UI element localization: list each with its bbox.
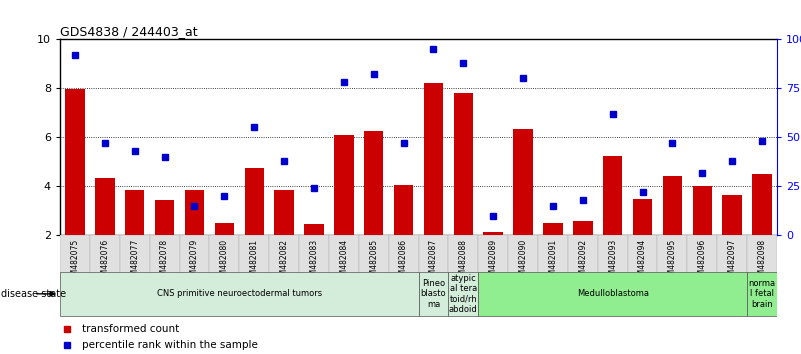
Bar bbox=[329, 235, 359, 297]
Text: Pineo
blasto
ma: Pineo blasto ma bbox=[421, 279, 446, 309]
Text: GSM482094: GSM482094 bbox=[638, 239, 647, 285]
Text: GSM482085: GSM482085 bbox=[369, 239, 378, 285]
Bar bbox=[598, 235, 628, 297]
Bar bbox=[628, 235, 658, 297]
Text: GSM482096: GSM482096 bbox=[698, 239, 706, 285]
Text: GSM482095: GSM482095 bbox=[668, 239, 677, 285]
Text: percentile rank within the sample: percentile rank within the sample bbox=[82, 340, 257, 350]
Bar bbox=[538, 235, 568, 297]
Text: Medulloblastoma: Medulloblastoma bbox=[577, 289, 649, 298]
Text: GSM482088: GSM482088 bbox=[459, 239, 468, 285]
Bar bbox=[388, 235, 418, 297]
Bar bbox=[513, 129, 533, 235]
Bar bbox=[299, 235, 329, 297]
Bar bbox=[95, 178, 115, 235]
Bar bbox=[120, 235, 150, 297]
Bar bbox=[752, 174, 771, 235]
Bar bbox=[747, 235, 777, 297]
Text: GSM482075: GSM482075 bbox=[70, 239, 79, 285]
Text: disease state: disease state bbox=[2, 289, 66, 299]
Bar bbox=[66, 89, 85, 235]
Bar bbox=[478, 235, 508, 297]
Text: GSM482076: GSM482076 bbox=[100, 239, 110, 285]
Text: GSM482098: GSM482098 bbox=[758, 239, 767, 285]
Text: GSM482080: GSM482080 bbox=[219, 239, 229, 285]
Bar bbox=[449, 272, 478, 316]
Bar bbox=[508, 235, 538, 297]
Text: GSM482086: GSM482086 bbox=[399, 239, 408, 285]
Text: GSM482084: GSM482084 bbox=[340, 239, 348, 285]
Text: GSM482092: GSM482092 bbox=[578, 239, 587, 285]
Text: GSM482078: GSM482078 bbox=[160, 239, 169, 285]
Text: GDS4838 / 244403_at: GDS4838 / 244403_at bbox=[60, 25, 198, 38]
Bar bbox=[747, 272, 777, 316]
Text: GSM482079: GSM482079 bbox=[190, 239, 199, 285]
Text: GSM482093: GSM482093 bbox=[608, 239, 618, 285]
Bar bbox=[125, 190, 144, 235]
Bar bbox=[209, 235, 239, 297]
Bar bbox=[334, 135, 353, 235]
Bar bbox=[60, 272, 418, 316]
Bar bbox=[304, 224, 324, 235]
Bar bbox=[150, 235, 179, 297]
Bar bbox=[662, 176, 682, 235]
Bar bbox=[543, 223, 562, 235]
Bar bbox=[633, 199, 652, 235]
Bar bbox=[269, 235, 299, 297]
Bar bbox=[418, 272, 449, 316]
Bar bbox=[239, 235, 269, 297]
Bar bbox=[60, 235, 90, 297]
Bar bbox=[453, 93, 473, 235]
Bar bbox=[573, 221, 593, 235]
Bar bbox=[723, 195, 742, 235]
Text: GSM482082: GSM482082 bbox=[280, 239, 288, 285]
Bar bbox=[484, 232, 503, 235]
Bar bbox=[717, 235, 747, 297]
Bar bbox=[418, 235, 449, 297]
Text: GSM482090: GSM482090 bbox=[518, 239, 528, 285]
Bar bbox=[658, 235, 687, 297]
Text: GSM482091: GSM482091 bbox=[549, 239, 557, 285]
Text: GSM482087: GSM482087 bbox=[429, 239, 438, 285]
Text: transformed count: transformed count bbox=[82, 324, 179, 334]
Text: atypic
al tera
toid/rh
abdoid: atypic al tera toid/rh abdoid bbox=[449, 274, 477, 314]
Text: CNS primitive neuroectodermal tumors: CNS primitive neuroectodermal tumors bbox=[157, 289, 322, 298]
Bar bbox=[364, 131, 384, 235]
Bar bbox=[90, 235, 120, 297]
Text: GSM482097: GSM482097 bbox=[727, 239, 737, 285]
Bar bbox=[424, 83, 443, 235]
Bar bbox=[359, 235, 388, 297]
Text: GSM482089: GSM482089 bbox=[489, 239, 497, 285]
Bar bbox=[179, 235, 209, 297]
Bar bbox=[687, 235, 717, 297]
Bar bbox=[603, 156, 622, 235]
Text: GSM482077: GSM482077 bbox=[131, 239, 139, 285]
Text: GSM482083: GSM482083 bbox=[309, 239, 319, 285]
Bar bbox=[185, 190, 204, 235]
Bar bbox=[215, 223, 234, 235]
Bar bbox=[155, 200, 175, 235]
Bar bbox=[568, 235, 598, 297]
Bar bbox=[394, 185, 413, 235]
Bar bbox=[693, 186, 712, 235]
Text: GSM482081: GSM482081 bbox=[250, 239, 259, 285]
Bar bbox=[449, 235, 478, 297]
Bar bbox=[275, 190, 294, 235]
Bar bbox=[244, 168, 264, 235]
Bar bbox=[478, 272, 747, 316]
Text: norma
l fetal
brain: norma l fetal brain bbox=[748, 279, 775, 309]
